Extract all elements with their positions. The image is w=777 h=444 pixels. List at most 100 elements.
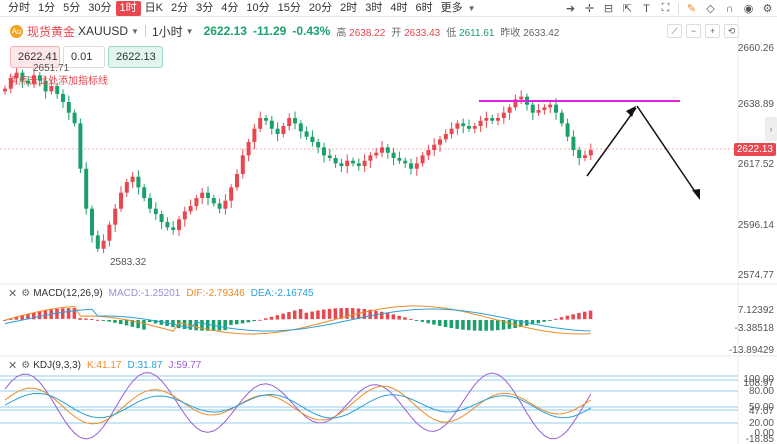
eye-icon[interactable]: ◉: [743, 3, 754, 15]
pointer-icon[interactable]: ➜: [565, 3, 576, 15]
sell-price-button[interactable]: 2622.41: [10, 46, 60, 68]
macd-bar: [95, 319, 100, 321]
settings-icon[interactable]: ⚙: [762, 3, 773, 15]
candle-body: [223, 200, 228, 209]
period-14[interactable]: 4时: [390, 1, 408, 14]
candle-body: [519, 96, 524, 100]
candle-body: [55, 86, 60, 95]
period-1[interactable]: 1分: [38, 1, 56, 14]
candle-body: [43, 80, 48, 92]
pencil-icon[interactable]: ✎: [686, 3, 697, 15]
macd-bar: [490, 320, 494, 331]
chevron-down-icon[interactable]: ▼: [131, 26, 139, 36]
period-10[interactable]: 15分: [277, 1, 301, 14]
candle-body: [200, 192, 205, 199]
period-4[interactable]: 1时: [115, 0, 141, 16]
period-8[interactable]: 4分: [221, 1, 239, 14]
period-15[interactable]: 6时: [415, 1, 433, 14]
candle-body: [14, 72, 19, 79]
kdj-legend: ✕ ⚙ KDJ(9,3,3) K:41.17 D:31.87 J:59.77: [8, 359, 207, 372]
candle-body: [217, 203, 222, 209]
indicator-note[interactable]: 请点击此处添加指标线: [8, 76, 108, 87]
arrow-down-drawing: [636, 105, 699, 197]
macd-bar: [461, 320, 465, 330]
candle-body: [362, 160, 367, 167]
gear-icon[interactable]: ⚙: [21, 360, 31, 371]
candle-body: [565, 123, 570, 137]
macd-bar: [287, 312, 291, 320]
period-0[interactable]: 分时: [8, 1, 30, 14]
kdj-name[interactable]: KDJ(9,3,3): [33, 360, 81, 371]
candle-body: [554, 104, 558, 113]
macd-bar: [107, 320, 111, 322]
period-11[interactable]: 20分: [308, 1, 333, 14]
price-change: -11.29: [252, 24, 287, 38]
candle-body: [246, 142, 251, 156]
ruler-icon[interactable]: ⊟: [603, 3, 614, 15]
candle-body: [293, 118, 297, 124]
macd-bar: [8, 318, 13, 320]
macd-name[interactable]: MACD(12,26,9): [33, 288, 103, 299]
candle-body: [3, 88, 7, 92]
period-13[interactable]: 3时: [365, 1, 383, 14]
period-7[interactable]: 3分: [196, 1, 214, 14]
symbol-name[interactable]: 现货黄金: [27, 24, 76, 39]
candle-body: [113, 208, 118, 225]
eraser-icon[interactable]: ◇: [706, 3, 715, 15]
measure-icon[interactable]: ⇱: [622, 3, 633, 15]
interval-select[interactable]: 1小时: [151, 24, 183, 39]
period-2[interactable]: 5分: [63, 1, 81, 14]
zoom-out-icon[interactable]: −: [686, 24, 701, 38]
crosshair-icon[interactable]: ✛: [584, 3, 595, 15]
divider: [144, 25, 146, 37]
symbol-code[interactable]: XAUUSD: [78, 24, 129, 38]
macd-bar: [565, 315, 570, 320]
candle-body: [269, 120, 274, 129]
macd-bar: [269, 316, 274, 320]
candle-body: [61, 94, 65, 103]
arrow-head-icon: [626, 106, 636, 117]
dif-value: DIF:-2.79346: [186, 288, 245, 299]
period-6[interactable]: 2分: [170, 1, 189, 14]
current-price-tag: 2622.13: [733, 143, 776, 156]
candle-body: [461, 123, 466, 127]
macd-bar: [322, 309, 326, 319]
draw-line-icon[interactable]: ⟋: [667, 24, 682, 38]
chart-mini-controls: ⟋ − + ⟲: [667, 24, 739, 38]
symbol-info-row: Au 现货黄金 XAUUSD ▼ 1小时 ▼ 2622.13 -11.29 -0…: [0, 22, 559, 40]
period-5[interactable]: 日K: [144, 1, 163, 14]
macd-bar: [275, 315, 280, 320]
candle-body: [165, 222, 170, 228]
magnet-icon[interactable]: ∩: [725, 2, 734, 15]
macd-bar: [113, 320, 117, 323]
candle-body: [66, 102, 71, 113]
period-3[interactable]: 30分: [88, 1, 112, 14]
quantity-input[interactable]: 0.01: [63, 46, 105, 68]
candle-body: [484, 118, 489, 121]
scroll-right-icon[interactable]: ›: [765, 117, 777, 141]
candle-body: [211, 198, 216, 204]
period-16[interactable]: 更多: [440, 1, 463, 14]
close-icon[interactable]: ✕: [8, 288, 18, 300]
text-icon[interactable]: T: [643, 2, 650, 15]
buy-price-button[interactable]: 2622.13: [108, 46, 163, 68]
candle-body: [130, 176, 135, 183]
chevron-down-icon[interactable]: ▼: [185, 26, 194, 36]
macd-legend: ✕ ⚙ MACD(12,26,9) MACD:-1.25201 DIF:-2.7…: [8, 287, 320, 300]
macd-bar: [455, 320, 459, 329]
macd-bar: [327, 308, 332, 319]
gear-icon[interactable]: ⚙: [21, 288, 31, 299]
chevron-down-icon[interactable]: ▼: [467, 3, 476, 13]
dea-line: [4, 308, 591, 332]
macd-bar: [397, 315, 401, 320]
macd-bar: [554, 318, 558, 320]
close-icon[interactable]: ✕: [8, 360, 18, 372]
candle-body: [356, 163, 361, 167]
macd-bar: [223, 320, 227, 331]
period-9[interactable]: 10分: [246, 1, 270, 14]
fullscreen-icon[interactable]: ⛶: [661, 2, 670, 14]
macd-bar: [559, 317, 564, 320]
period-12[interactable]: 2时: [340, 1, 358, 14]
zoom-in-icon[interactable]: +: [705, 24, 720, 38]
